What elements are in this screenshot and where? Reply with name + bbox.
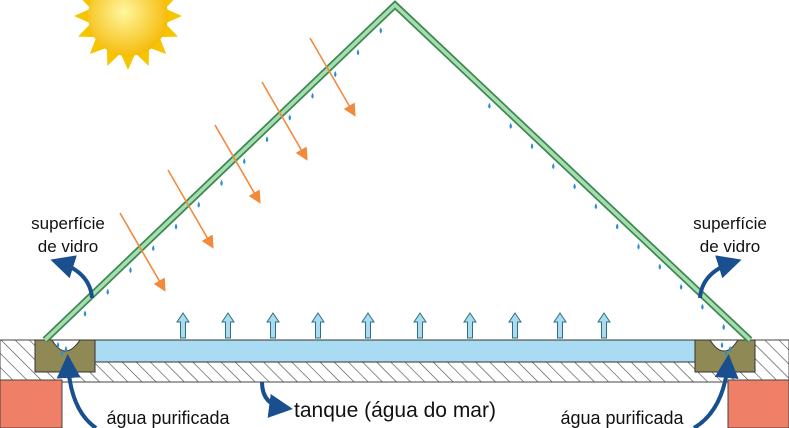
sun-ray <box>119 212 166 292</box>
tank-water <box>94 339 696 363</box>
droplet <box>106 288 109 295</box>
sun-spike <box>89 37 107 55</box>
vapor-arrow <box>508 312 522 339</box>
vapor-arrow <box>413 312 427 339</box>
droplet <box>311 92 314 99</box>
droplet <box>379 27 382 34</box>
tank-label: tanque (água do mar) <box>294 399 496 422</box>
sun-ray <box>214 124 261 204</box>
droplet <box>220 179 223 186</box>
droplet <box>679 283 683 290</box>
vapor-arrow <box>361 312 375 339</box>
sun-rays <box>119 37 356 292</box>
vapor-arrow <box>463 312 477 339</box>
droplet <box>658 263 662 270</box>
sun-spike <box>149 37 167 55</box>
glass-left-label: de vidro <box>38 237 98 256</box>
support-left <box>0 379 63 428</box>
droplet <box>197 201 200 208</box>
droplet <box>720 342 724 348</box>
glass-roof-inner <box>43 2 752 342</box>
droplet <box>356 49 360 56</box>
vapor-arrow <box>597 312 611 339</box>
droplet <box>243 158 246 165</box>
droplet <box>129 266 132 273</box>
sun-ray <box>167 169 214 249</box>
glass-roof <box>42 0 753 343</box>
droplet <box>509 122 512 129</box>
droplet <box>288 114 291 121</box>
droplet <box>174 223 178 230</box>
vapor-arrow <box>266 312 280 339</box>
droplet <box>594 203 598 210</box>
vapor-arrow <box>176 312 190 339</box>
trough-left-channel <box>51 339 81 352</box>
vapor-arrow <box>311 312 325 339</box>
droplet <box>64 346 68 352</box>
droplet <box>152 245 155 252</box>
sun-spike <box>120 53 136 70</box>
glass-left-label: superfície <box>31 214 105 233</box>
droplet <box>722 323 725 330</box>
sun-disc <box>88 0 168 56</box>
purified-left-label: água purificada <box>106 408 230 428</box>
droplet <box>56 342 60 348</box>
arrow-glass-right <box>698 255 742 299</box>
droplet <box>83 310 87 317</box>
arrow-purified-right <box>692 354 739 428</box>
arrow-purified-left <box>56 354 98 428</box>
droplet <box>701 303 704 310</box>
glass-right-label: de vidro <box>700 237 760 256</box>
purified-right-label: água purificada <box>560 408 684 428</box>
droplet <box>552 163 555 170</box>
droplets <box>56 27 732 356</box>
sun <box>74 0 182 70</box>
arrow-glass-left <box>50 255 94 299</box>
droplet <box>573 183 576 190</box>
vapor-arrow <box>221 312 235 339</box>
droplet <box>728 346 732 352</box>
sun-spike <box>74 8 91 24</box>
support-right <box>727 379 789 428</box>
vapor-arrow <box>553 312 567 339</box>
sun-ray <box>261 81 308 161</box>
droplet <box>615 223 619 230</box>
sun-ray <box>309 37 356 117</box>
arrow-tank <box>260 381 293 418</box>
droplet <box>488 102 491 109</box>
glass-right-label: superfície <box>693 214 767 233</box>
vapor-arrows <box>176 312 611 339</box>
droplet <box>637 243 640 250</box>
droplet <box>530 143 534 149</box>
droplet <box>265 136 269 143</box>
droplet <box>334 70 337 77</box>
sun-spike <box>165 8 182 24</box>
